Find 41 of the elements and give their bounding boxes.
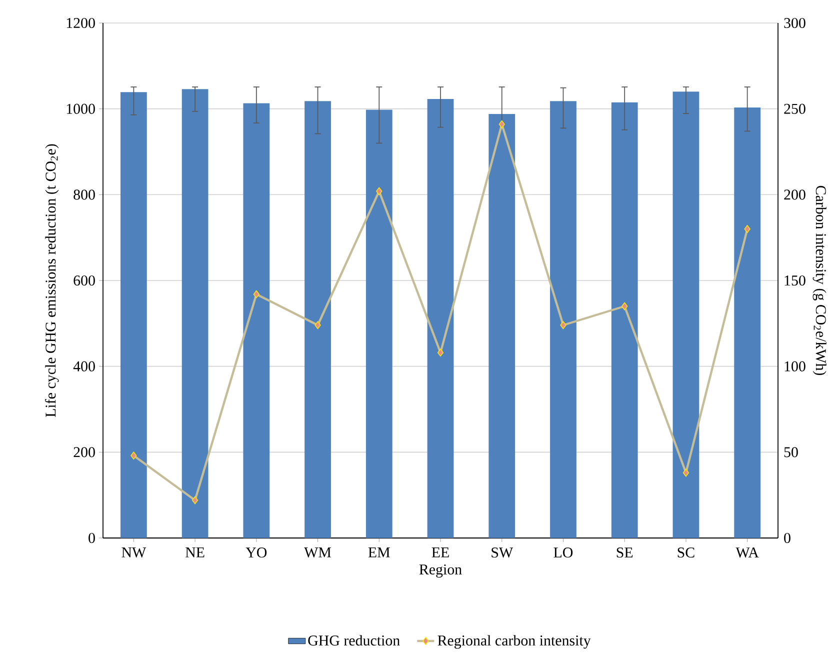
y2-axis-title: Carbon intensity (g CO$_{2}$e/kWh) [812, 186, 826, 376]
x-tick-label: NW [122, 548, 146, 558]
x-tick-label: SC [678, 548, 694, 558]
x-tick-label: WM [304, 548, 332, 558]
bar [427, 98, 454, 538]
y2-tick-label: 0 [784, 532, 790, 544]
legend-label: GHG reduction [308, 635, 400, 646]
bar [488, 114, 516, 538]
bar [366, 110, 392, 538]
bar [734, 108, 761, 538]
y2-tick-label: 250 [784, 104, 806, 114]
bar [672, 92, 700, 538]
y-tick-label: 200 [74, 447, 95, 458]
x-tick-label: NE [186, 548, 204, 558]
y2-tick-label: 200 [784, 190, 806, 200]
x-tick-label: EM [368, 548, 390, 558]
x-tick-label: EE [432, 548, 449, 558]
bar [182, 89, 208, 538]
y2-tick-label: 100 [784, 361, 806, 372]
x-tick-label: YO [246, 548, 267, 558]
y2-tick-label: 50 [784, 447, 798, 458]
y-axis-title: Life cycle GHG emissions reduction (t CO$_{2}$e) [45, 144, 59, 417]
x-axis-title: Region [419, 564, 462, 578]
y-tick-label: 1000 [66, 104, 95, 114]
y-tick-label: 800 [74, 190, 95, 200]
x-tick-label: WA [736, 548, 759, 558]
y2-tick-label: 300 [784, 18, 806, 28]
x-tick-label: SW [492, 548, 514, 558]
x-tick-label: LO [554, 548, 573, 558]
y2-tick-label: 150 [784, 275, 806, 286]
y-tick-label: 400 [73, 361, 95, 372]
x-tick-label: SE [616, 548, 633, 558]
bar [243, 103, 270, 538]
legend-label: Regional carbon intensity [438, 635, 591, 649]
bar [304, 101, 331, 538]
bar [120, 92, 147, 538]
y-tick-label: 1200 [66, 18, 95, 28]
bar [611, 102, 638, 538]
y-tick-label: 0 [88, 532, 95, 544]
bar [550, 101, 576, 538]
y-tick-label: 600 [74, 275, 95, 286]
